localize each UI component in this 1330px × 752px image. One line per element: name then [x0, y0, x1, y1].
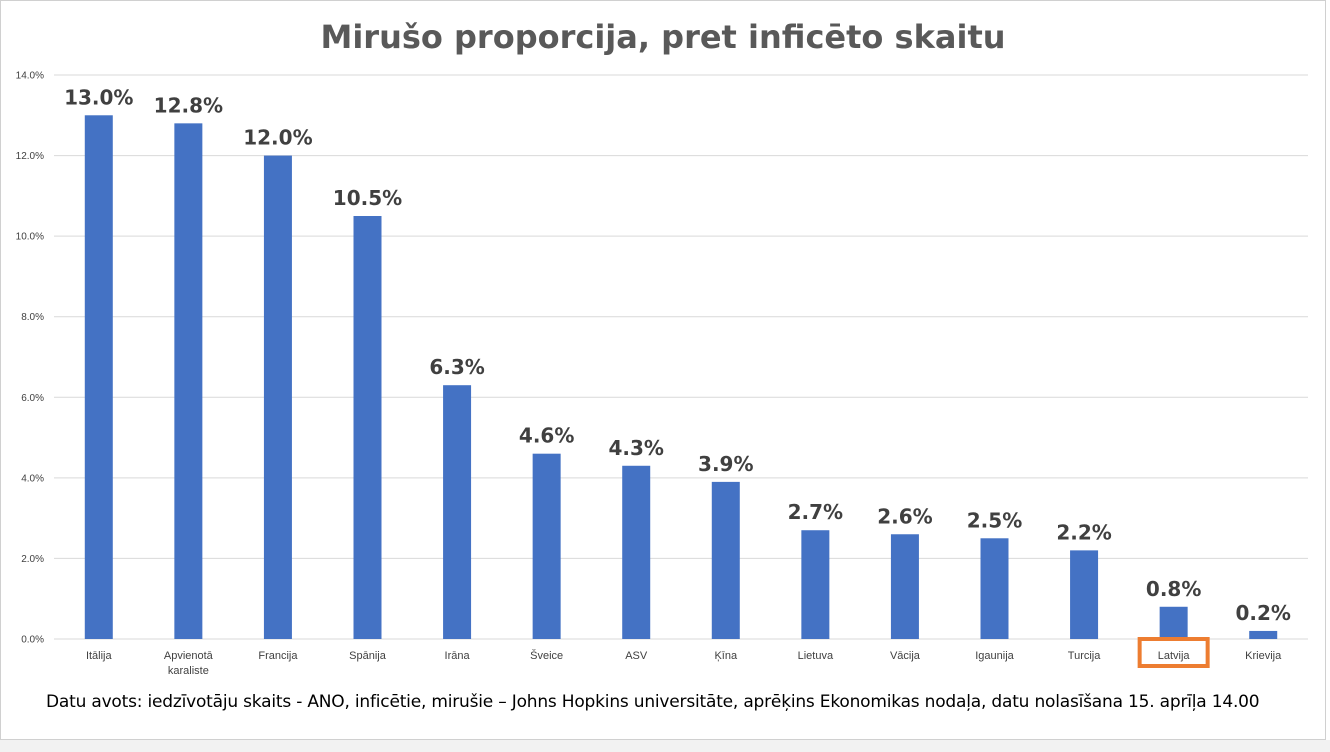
bar — [1159, 606, 1188, 639]
bottom-strip — [0, 740, 1330, 752]
y-tick-label: 8.0% — [21, 312, 44, 323]
x-tick-label: Lietuva — [798, 650, 834, 662]
x-tick-label: Irāna — [445, 650, 471, 662]
x-tick-label: Spānija — [349, 650, 387, 662]
x-tick-label: Turcija — [1068, 650, 1101, 662]
data-label: 12.8% — [154, 93, 223, 117]
bar — [801, 530, 830, 639]
x-tick-label: Šveice — [530, 649, 563, 662]
x-tick-label: Vācija — [890, 650, 921, 662]
y-tick-label: 0.0% — [21, 635, 44, 646]
bar — [1249, 630, 1278, 639]
bars — [84, 115, 1278, 640]
bar — [622, 465, 651, 639]
data-label: 3.9% — [698, 452, 753, 476]
chart-title: Mirušo proporcija, pret inficēto skaitu — [320, 18, 1005, 56]
y-tick-label: 10.0% — [16, 232, 44, 243]
x-tick-label: Apvienotā karaliste — [164, 650, 214, 677]
data-label: 13.0% — [64, 85, 133, 109]
data-label: 4.6% — [519, 424, 574, 448]
x-tick-label: Latvija — [1158, 650, 1191, 662]
bar — [174, 123, 203, 640]
data-label: 2.2% — [1056, 520, 1111, 544]
source-note: Datu avots: iedzīvotāju skaits - ANO, in… — [46, 692, 1260, 712]
bar — [890, 534, 919, 639]
bar — [443, 385, 472, 639]
y-tick-label: 14.0% — [16, 71, 44, 82]
x-tick-label: Itālija — [86, 650, 113, 662]
highlight-box — [1137, 637, 1210, 668]
y-tick-label: 12.0% — [16, 151, 44, 162]
data-label: 2.6% — [877, 504, 932, 528]
bar — [711, 481, 740, 639]
x-tick-label: ASV — [625, 650, 648, 662]
x-tick-label: Krievija — [1245, 650, 1282, 662]
highlight — [1137, 637, 1210, 668]
y-tick-label: 2.0% — [21, 554, 44, 565]
bar — [980, 538, 1009, 639]
data-label: 12.0% — [243, 126, 312, 150]
y-tick-label: 4.0% — [21, 473, 44, 484]
data-label: 10.5% — [333, 186, 402, 210]
bar — [353, 216, 382, 639]
bar — [1070, 550, 1099, 639]
y-axis-ticks: 0.0% 2.0% 4.0% 6.0% 8.0% 10.0% 12.0% 14.0% — [16, 71, 44, 646]
data-label: 0.2% — [1235, 601, 1290, 625]
x-axis-ticks: Itālija Apvienotā karaliste Francija Spānija… — [86, 649, 1282, 677]
x-tick-label: Ķīna — [714, 650, 738, 662]
data-label: 0.8% — [1146, 577, 1201, 601]
bar — [532, 453, 561, 639]
data-labels: 13.0% 12.8% 12.0% 10.5% 6.3% 4.6% 4.3% 3.9% 2.7%… — [64, 85, 1291, 625]
gridlines — [54, 74, 1308, 640]
y-tick-label: 6.0% — [21, 393, 44, 404]
data-label: 4.3% — [608, 436, 663, 460]
bar — [263, 155, 292, 640]
bar — [84, 115, 113, 640]
data-label: 2.7% — [788, 500, 843, 524]
x-tick-label: Francija — [258, 650, 298, 662]
data-label: 2.5% — [967, 508, 1022, 532]
data-label: 6.3% — [429, 355, 484, 379]
x-tick-label: Igaunija — [975, 650, 1014, 662]
